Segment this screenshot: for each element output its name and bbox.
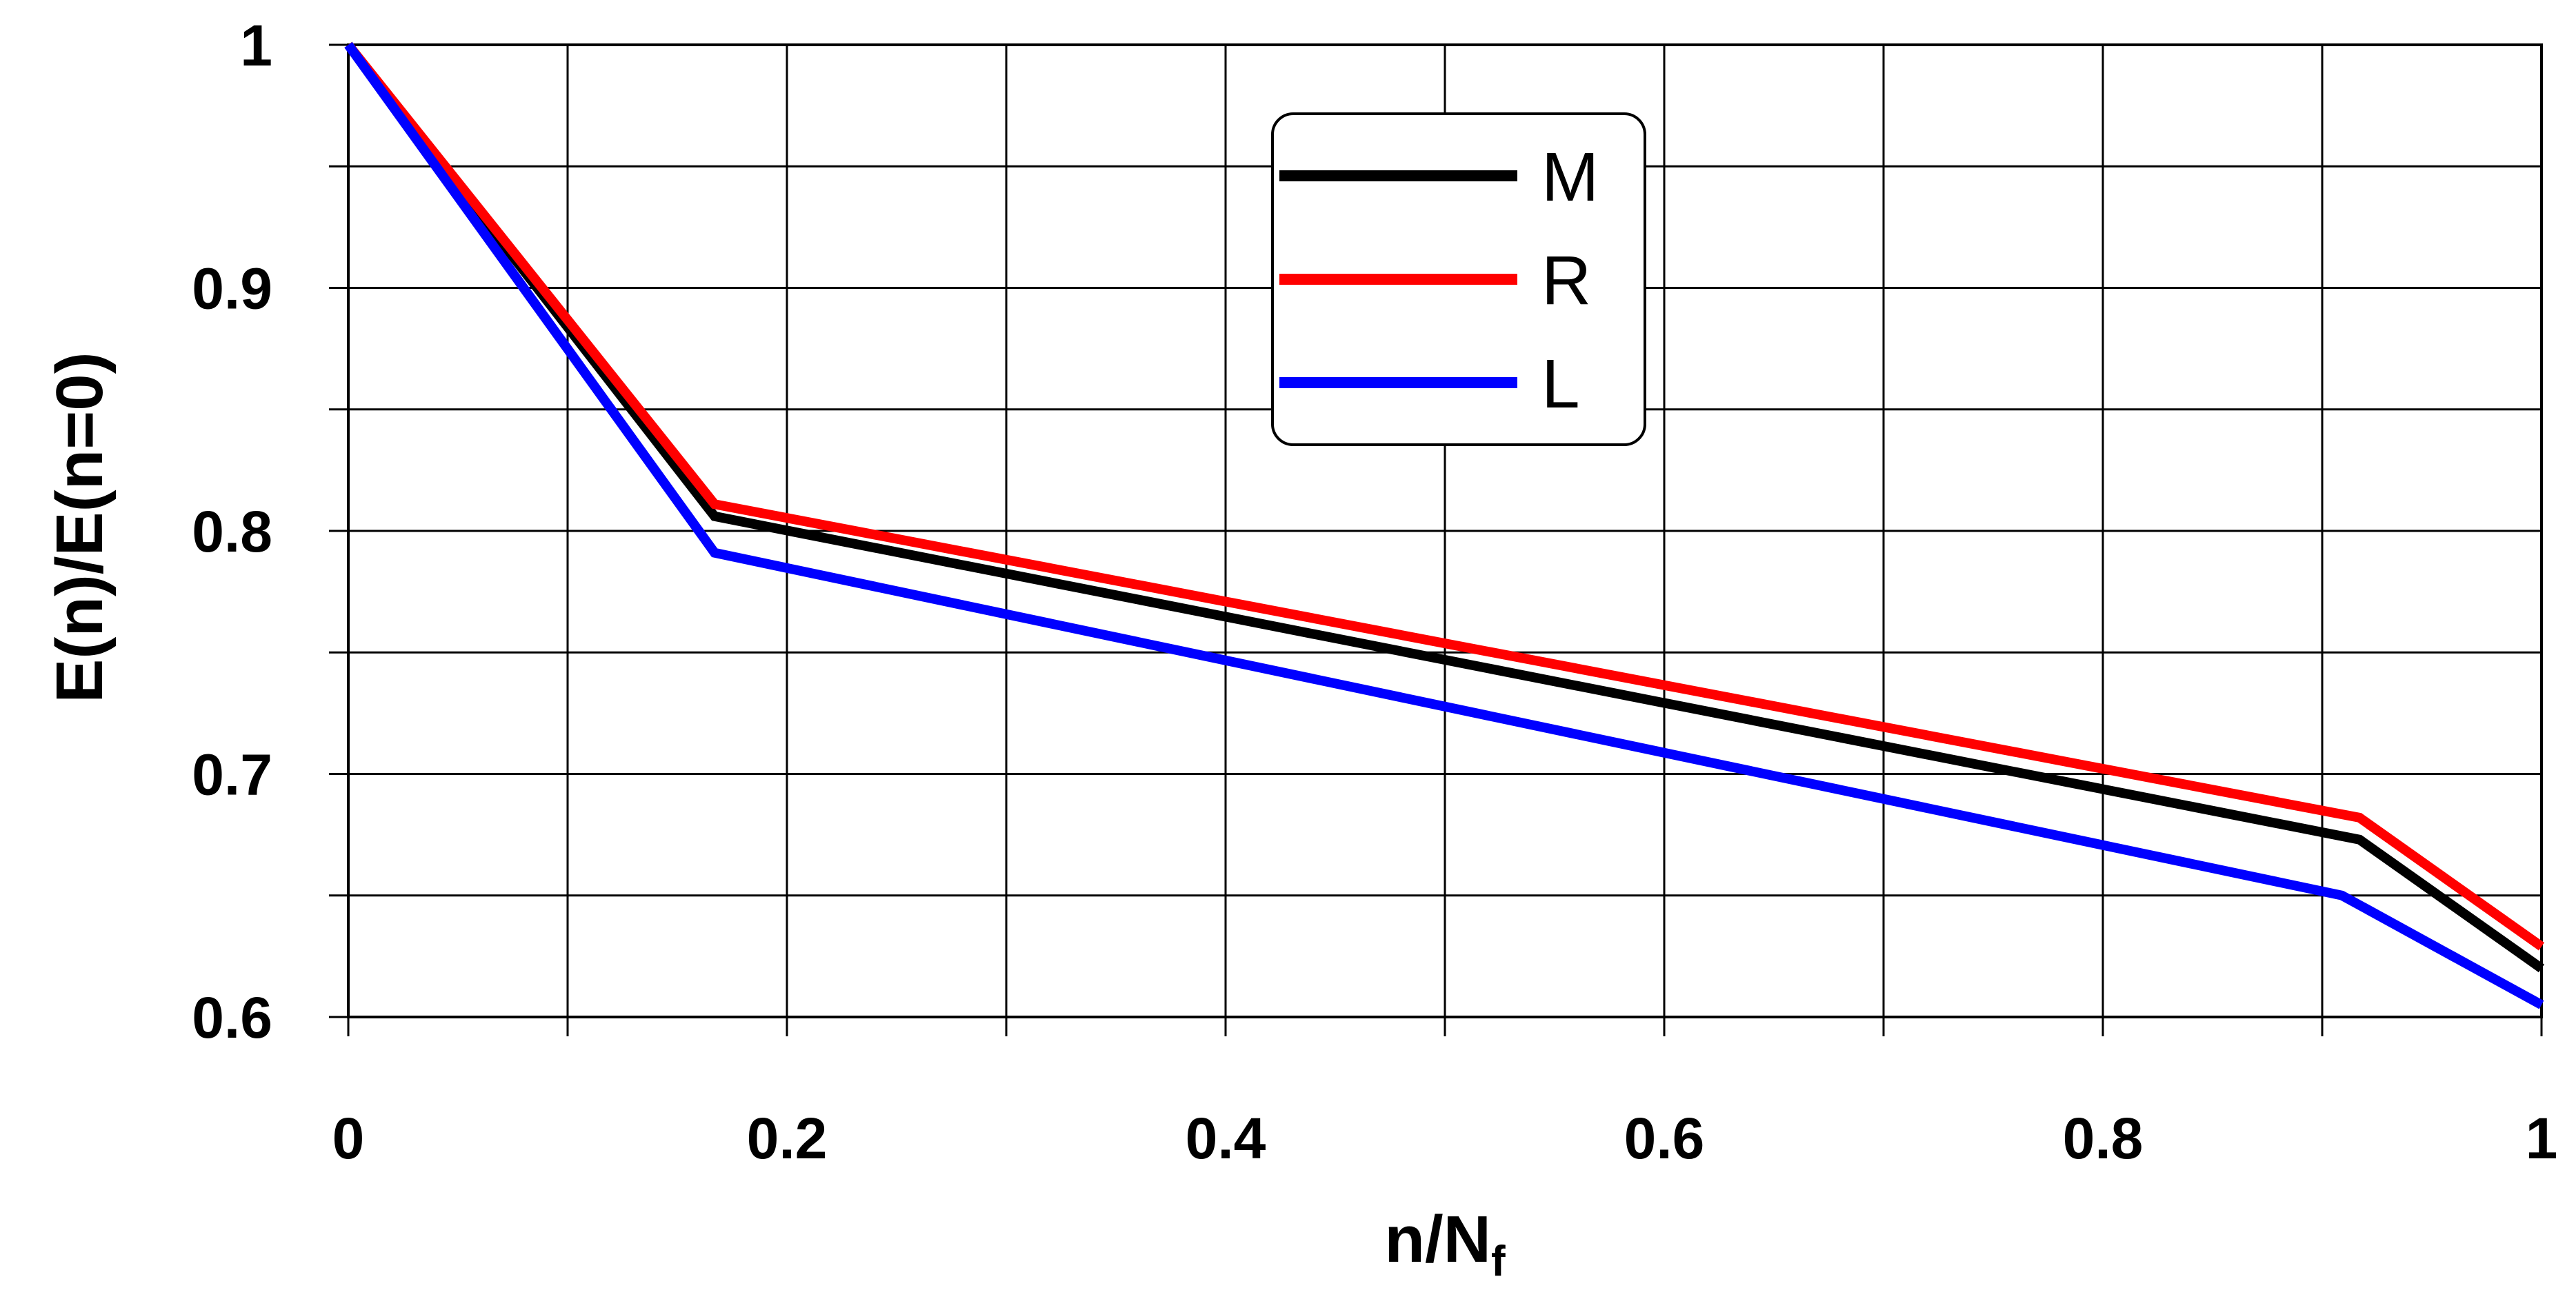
x-axis-title-main: n/N	[1384, 1202, 1491, 1276]
y-tick-label: 0.8	[192, 499, 272, 564]
x-tick-labels: 0 0.2 0.4 0.6 0.8 1	[332, 1106, 2558, 1171]
series-lines	[344, 41, 2545, 1009]
y-tick-label: 0.9	[192, 256, 272, 321]
legend-label-M: M	[1541, 139, 1599, 216]
y-tick-label: 1	[240, 13, 272, 78]
series-line-R	[344, 41, 2545, 951]
legend: MRL	[1271, 112, 1646, 446]
y-axis-title: E(n)/E(n=0)	[43, 352, 117, 703]
x-tick-label: 0.6	[1624, 1106, 1705, 1171]
x-tick-label: 0.8	[2063, 1106, 2144, 1171]
x-tick-label: 0	[332, 1106, 365, 1171]
y-tick-label: 0.6	[192, 985, 272, 1050]
y-tick-label: 0.7	[192, 743, 272, 807]
x-tick-label: 0.4	[1186, 1106, 1266, 1171]
legend-label-L: L	[1541, 345, 1580, 423]
y-tick-labels: 0.6 0.7 0.8 0.9 1	[192, 13, 272, 1050]
legend-label-R: R	[1541, 242, 1591, 319]
plot-frame	[347, 43, 2543, 1018]
series-line-L	[344, 41, 2544, 1009]
x-axis-title: n/Nf	[1384, 1202, 1506, 1285]
x-tick-label: 0.2	[747, 1106, 828, 1171]
x-axis-title-subscript: f	[1491, 1238, 1506, 1285]
x-tick-label: 1	[2526, 1106, 2558, 1171]
